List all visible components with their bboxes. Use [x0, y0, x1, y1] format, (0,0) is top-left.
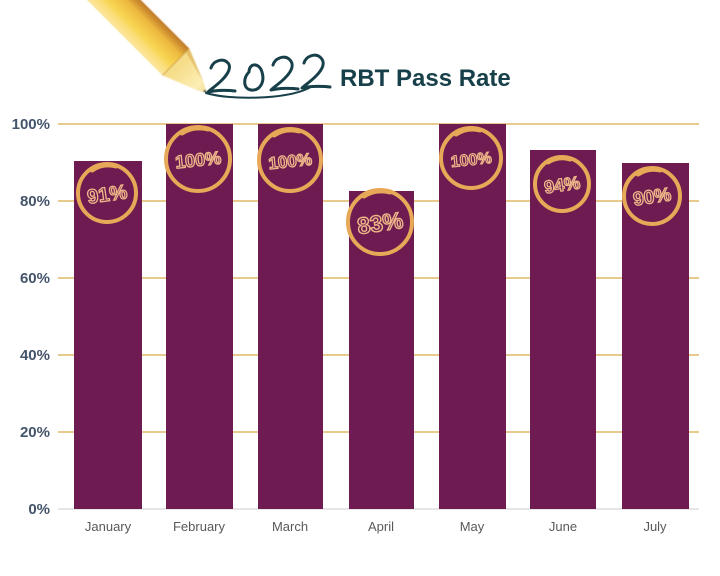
svg-text:June: June: [549, 519, 577, 534]
svg-text:100%: 100%: [12, 116, 50, 133]
svg-text:April: April: [368, 519, 394, 534]
svg-text:20%: 20%: [20, 424, 50, 441]
svg-text:May: May: [460, 519, 485, 534]
svg-text:60%: 60%: [20, 270, 50, 287]
svg-text:0%: 0%: [28, 501, 50, 518]
svg-text:RBT Pass Rate: RBT Pass Rate: [340, 65, 511, 92]
svg-text:February: February: [173, 519, 226, 534]
svg-text:March: March: [272, 519, 308, 534]
svg-text:January: January: [85, 519, 132, 534]
svg-text:July: July: [643, 519, 667, 534]
svg-text:40%: 40%: [20, 347, 50, 364]
svg-text:80%: 80%: [20, 193, 50, 210]
